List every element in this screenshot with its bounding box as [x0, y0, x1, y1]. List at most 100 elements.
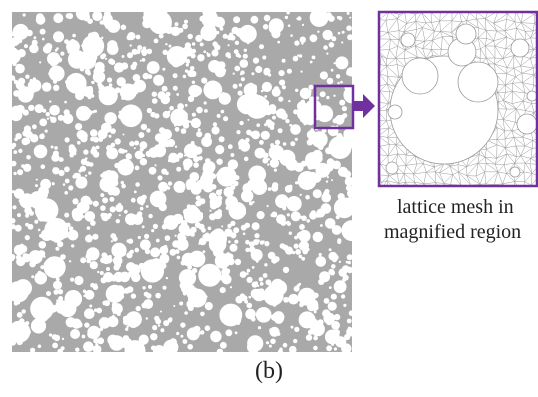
mesh-edge — [417, 193, 424, 194]
inclusion-particle — [11, 145, 15, 149]
inclusion-particle — [55, 49, 58, 52]
inclusion-particle — [135, 248, 140, 253]
inclusion-particle — [240, 73, 242, 75]
inclusion-particle — [26, 155, 31, 160]
inclusion-particle — [316, 105, 333, 122]
inclusion-particle — [38, 311, 48, 321]
inclusion-particle — [122, 55, 125, 58]
inclusion-particle — [47, 118, 49, 120]
inclusion-particle — [35, 184, 38, 187]
inclusion-particle — [320, 71, 328, 79]
inclusion-particle — [74, 276, 83, 285]
inclusion-particle — [192, 81, 195, 84]
inclusion-particle — [339, 261, 341, 263]
inclusion-particle — [300, 71, 302, 73]
inclusion-particle — [327, 78, 334, 85]
inclusion-particle — [136, 306, 141, 311]
inclusion-particle — [320, 91, 326, 97]
inclusion-particle — [106, 171, 119, 184]
inclusion-particle — [290, 141, 295, 146]
inclusion-particle — [210, 12, 214, 16]
inclusion-particle — [87, 295, 90, 298]
inclusion-particle — [88, 86, 93, 91]
inclusion-particle — [156, 239, 160, 243]
inclusion-particle — [19, 318, 24, 323]
inclusion-particle — [81, 45, 84, 48]
inclusion-particle — [294, 236, 298, 240]
inclusion-particle — [60, 254, 66, 260]
inclusion-particle — [300, 216, 303, 219]
inclusion-particle — [235, 331, 238, 334]
inclusion-particle — [210, 331, 221, 342]
inclusion-particle — [152, 275, 155, 278]
inclusion-particle — [278, 349, 283, 354]
inclusion-particle — [91, 94, 95, 98]
inclusion-particle — [312, 14, 314, 16]
inclusion-particle — [123, 335, 129, 341]
inclusion-particle — [244, 157, 249, 162]
inclusion-particle — [288, 24, 291, 27]
inclusion-particle — [318, 279, 324, 285]
inclusion-particle — [182, 46, 193, 57]
inclusion-particle — [300, 88, 311, 99]
inclusion-particle — [299, 302, 304, 307]
inclusion-particle — [31, 275, 34, 278]
inclusion-particle — [151, 304, 153, 306]
inclusion-particle — [279, 80, 285, 86]
inclusion-particle — [14, 189, 24, 199]
inclusion-particle — [313, 293, 319, 299]
inclusion-particle — [34, 145, 48, 159]
inclusion-particle — [277, 41, 280, 44]
inclusion-particle — [129, 141, 134, 146]
inclusion-particle — [257, 239, 260, 242]
inclusion-particle — [146, 205, 149, 208]
inclusion-particle — [90, 261, 98, 269]
inclusion-particle — [256, 260, 259, 263]
inclusion-particle — [103, 14, 113, 24]
inclusion-particle — [342, 31, 345, 34]
inclusion-particle — [127, 286, 134, 293]
inclusion-particle — [320, 20, 325, 25]
inclusion-particle — [228, 144, 233, 149]
inclusion-particle — [310, 128, 314, 132]
inclusion-particle — [181, 220, 187, 226]
inclusion-particle — [142, 51, 147, 56]
inclusion-particle — [252, 282, 258, 288]
inclusion-particle — [50, 117, 56, 123]
inclusion-particle — [134, 147, 136, 149]
inclusion-particle — [60, 52, 64, 56]
inclusion-particle — [233, 16, 240, 23]
inclusion-particle — [88, 234, 90, 236]
inclusion-particle — [270, 159, 279, 168]
inclusion-particle — [155, 293, 161, 299]
inclusion-particle — [313, 346, 318, 351]
inclusion-particle — [94, 309, 97, 312]
inclusion-particle — [168, 153, 178, 163]
inclusion-particle — [34, 220, 38, 224]
inclusion-particle — [119, 272, 130, 283]
inclusion-particle — [176, 93, 179, 96]
inclusion-particle — [272, 148, 275, 151]
inclusion-particle — [115, 138, 121, 144]
inclusion-particle — [208, 227, 212, 231]
inclusion-particle — [329, 42, 335, 48]
inclusion-particle — [286, 221, 290, 225]
inclusion-particle — [182, 24, 188, 30]
inclusion-particle — [174, 181, 186, 193]
inclusion-particle — [139, 263, 145, 269]
inclusion-particle — [288, 294, 299, 305]
inclusion-particle — [205, 302, 213, 310]
inclusion-particle — [205, 164, 210, 169]
mesh-edge — [405, 190, 417, 194]
inclusion-particle — [217, 67, 220, 70]
inclusion-particle — [150, 247, 160, 257]
inclusion-particle — [80, 257, 86, 263]
inclusion-particle — [109, 197, 114, 202]
inclusion-particle — [187, 265, 192, 270]
inclusion-particle — [111, 243, 126, 258]
inclusion-particle — [230, 244, 238, 252]
inclusion-particle — [186, 63, 189, 66]
inclusion-particle — [278, 97, 283, 102]
inclusion-particle — [349, 223, 354, 228]
inclusion-particle — [347, 319, 352, 324]
